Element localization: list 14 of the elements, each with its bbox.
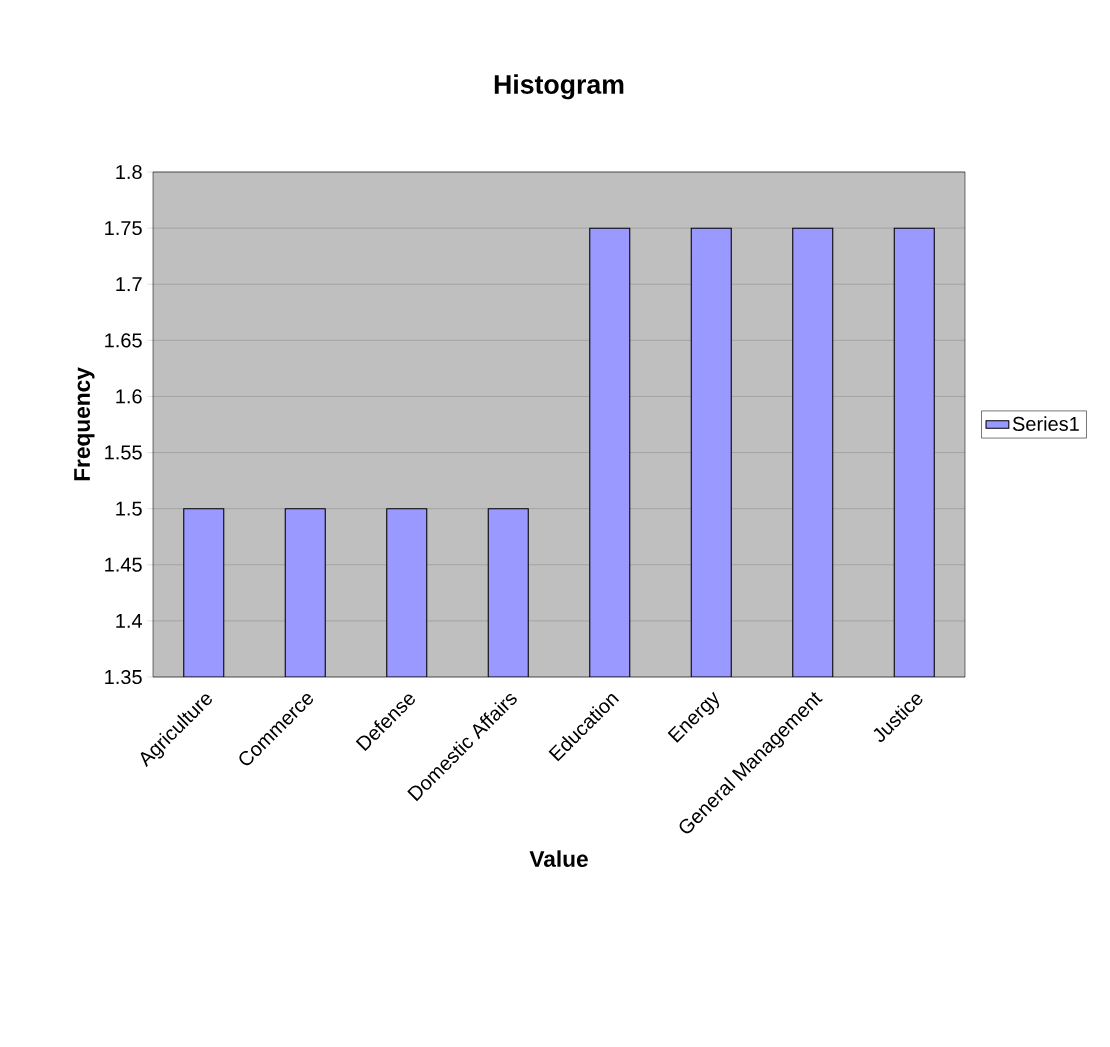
y-axis-title: Frequency bbox=[74, 367, 95, 481]
chart-title: Histogram bbox=[494, 74, 624, 100]
y-tick-label: 1.5 bbox=[116, 501, 142, 516]
y-tick-label: 1.6 bbox=[116, 389, 142, 404]
y-tick-label: 1.45 bbox=[105, 557, 142, 572]
y-tick-label: 1.4 bbox=[116, 614, 143, 628]
y-tick-label: 1.65 bbox=[105, 333, 142, 348]
y-tick-label: 1.8 bbox=[116, 164, 142, 180]
y-tick-label: 1.35 bbox=[105, 669, 142, 685]
legend-label: Series1 bbox=[1012, 416, 1079, 431]
x-axis-title: Value bbox=[529, 850, 588, 867]
y-tick-label: 1.75 bbox=[105, 221, 142, 236]
y-tick-label: 1.7 bbox=[116, 277, 142, 292]
y-tick-label: 1.55 bbox=[105, 445, 142, 460]
